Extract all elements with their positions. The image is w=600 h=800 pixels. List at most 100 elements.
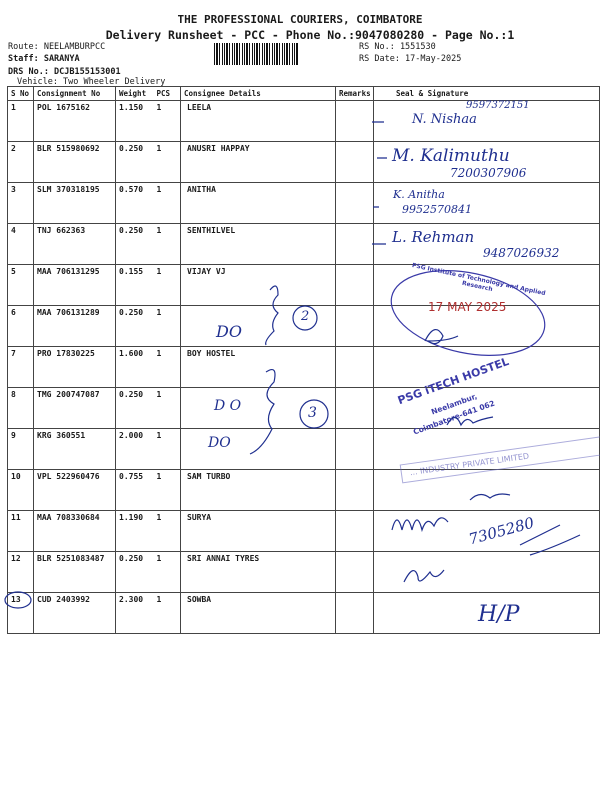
cell-pcs: 1 [153,264,181,306]
cell-consignee: SRI ANNAI TYRES [180,551,336,593]
cell-sno: 3 [7,182,34,224]
cell-pcs: 1 [153,305,181,347]
cell-sno: 10 [7,469,34,511]
table-row: 4 TNJ 662363 0.250 1 SENTHILVEL [7,223,600,265]
cell-consignment-no: MAA 708330684 [33,510,116,552]
rs-date: RS Date: 17-May-2025 [359,54,462,64]
col-consignee: Consignee Details [180,86,336,101]
col-seal: Seal & Signature [373,86,600,101]
cell-pcs: 1 [153,182,181,224]
cell-consignee: VIJAY VJ [180,264,336,306]
barcode [214,43,298,65]
cell-pcs: 1 [153,141,181,183]
handwritten-phone: 9597372151 [466,100,530,111]
cell-pcs: 1 [153,223,181,265]
cell-seal-signature [373,428,600,470]
cell-consignee: SOWBA [180,592,336,634]
cell-seal-signature [373,592,600,634]
handwritten-phone: 7200307906 [450,166,527,180]
table-row: 6 MAA 706131289 0.250 1 [7,305,600,347]
handwritten-note: DO [208,435,231,451]
route: Route: NEELAMBURPCC [8,42,106,52]
cell-pcs: 1 [153,100,181,142]
cell-weight: 1.600 [115,346,154,388]
signature: M. Kalimuthu [392,146,510,166]
date-stamp: 17 MAY 2025 [428,300,507,314]
table-row: 9 KRG 360551 2.000 1 [7,428,600,470]
cell-weight: 2.000 [115,428,154,470]
table-row: 3 SLM 370318195 0.570 1 ANITHA [7,182,600,224]
cell-remarks [335,305,374,347]
cell-consignee: ANUSRI HAPPAY [180,141,336,183]
circled-number: 3 [308,405,317,421]
cell-weight: 2.300 [115,592,154,634]
cell-consignee: SURYA [180,510,336,552]
col-consignment: Consignment No [33,86,116,101]
circled-number: 2 [301,309,310,324]
cell-remarks [335,182,374,224]
cell-remarks [335,264,374,306]
cell-pcs: 1 [153,592,181,634]
cell-consignment-no: PRO 17830225 [33,346,116,388]
handwritten-note: D O [214,398,242,414]
company-title: THE PROFESSIONAL COURIERS, COIMBATORE [177,13,423,26]
cell-remarks [335,141,374,183]
cell-weight: 0.155 [115,264,154,306]
cell-seal-signature [373,141,600,183]
cell-sno: 9 [7,428,34,470]
cell-consignment-no: BLR 5251083487 [33,551,116,593]
cell-seal-signature [373,551,600,593]
table-row: 1 POL 1675162 1.150 1 LEELA [7,100,600,142]
cell-pcs: 1 [153,469,181,511]
cell-pcs: 1 [153,346,181,388]
col-weight: Weight [115,86,154,101]
cell-weight: 0.250 [115,305,154,347]
cell-consignee [180,428,336,470]
cell-consignee: LEELA [180,100,336,142]
cell-consignee: ANITHA [180,182,336,224]
cell-consignment-no: MAA 706131289 [33,305,116,347]
col-remarks: Remarks [335,86,374,101]
handwritten-note: H/P [478,602,520,627]
cell-weight: 1.190 [115,510,154,552]
col-pcs: PCS [153,86,181,101]
cell-sno: 5 [7,264,34,306]
cell-sno: 6 [7,305,34,347]
cell-seal-signature [373,100,600,142]
signature: L. Rehman [392,228,475,246]
cell-remarks [335,469,374,511]
cell-consignment-no: TMG 200747087 [33,387,116,429]
cell-pcs: 1 [153,387,181,429]
cell-remarks [335,100,374,142]
cell-sno: 7 [7,346,34,388]
drs-number: DRS No.: DCJB155153001 [8,67,121,77]
table-row: 8 TMG 200747087 0.250 1 [7,387,600,429]
cell-consignment-no: TNJ 662363 [33,223,116,265]
cell-sno: 8 [7,387,34,429]
cell-remarks [335,510,374,552]
cell-consignee: SAM TURBO [180,469,336,511]
cell-remarks [335,346,374,388]
rs-number: RS No.: 1551530 [359,42,436,52]
runsheet-subtitle: Delivery Runsheet - PCC - Phone No.:9047… [105,28,515,42]
cell-consignment-no: KRG 360551 [33,428,116,470]
cell-sno: 1 [7,100,34,142]
table-header-row: S No Consignment No Weight PCS Consignee… [7,86,600,101]
cell-consignee: BOY HOSTEL [180,346,336,388]
cell-remarks [335,592,374,634]
cell-consignee [180,305,336,347]
cell-sno: 13 [7,592,34,634]
table-row: 2 BLR 515980692 0.250 1 ANUSRI HAPPAY [7,141,600,183]
cell-weight: 0.250 [115,387,154,429]
cell-sno: 11 [7,510,34,552]
cell-pcs: 1 [153,428,181,470]
table-row: 11 MAA 708330684 1.190 1 SURYA [7,510,600,552]
cell-consignment-no: POL 1675162 [33,100,116,142]
cell-consignment-no: MAA 706131295 [33,264,116,306]
cell-weight: 1.150 [115,100,154,142]
table-row: 13 CUD 2403992 2.300 1 SOWBA [7,592,600,634]
cell-sno: 2 [7,141,34,183]
cell-remarks [335,428,374,470]
cell-weight: 0.250 [115,141,154,183]
cell-weight: 0.570 [115,182,154,224]
